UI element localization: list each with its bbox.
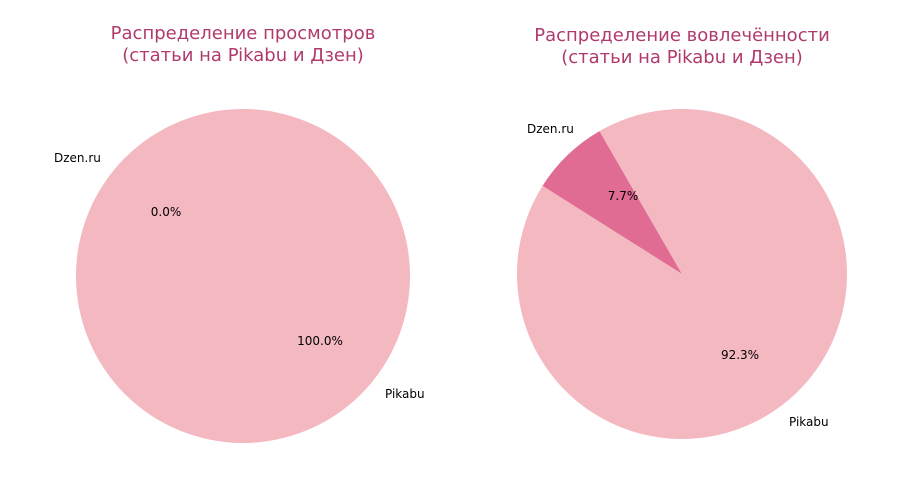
slice-pct-pikabu: 100.0%	[297, 334, 343, 348]
chart-title-line-2: (статьи на Pikabu и Дзен)	[561, 47, 803, 68]
slice-pct-pikabu: 92.3%	[721, 348, 759, 362]
pie-slice-dzen-ru	[542, 131, 682, 274]
chart-title-line-2: (статьи на Pikabu и Дзен)	[122, 45, 364, 66]
pie-slice-pikabu	[516, 109, 847, 440]
pie-slices	[516, 109, 847, 440]
pie-slices	[76, 109, 410, 443]
pie-chart-engagement: Распределение вовлечённости (статьи на P…	[516, 25, 847, 440]
slice-pct-dzen: 7.7%	[608, 189, 639, 203]
pie-chart-views: Распределение просмотров (статьи на Pika…	[54, 23, 425, 443]
slice-label-pikabu: Pikabu	[385, 387, 425, 401]
slice-label-dzen: Dzen.ru	[527, 122, 574, 136]
slice-label-dzen: Dzen.ru	[54, 151, 101, 165]
pie-slice-pikabu	[76, 109, 410, 443]
chart-title-line-1: Распределение вовлечённости	[534, 25, 830, 46]
slice-label-pikabu: Pikabu	[789, 415, 829, 429]
slice-pct-dzen: 0.0%	[151, 205, 182, 219]
chart-title-line-1: Распределение просмотров	[111, 23, 376, 44]
